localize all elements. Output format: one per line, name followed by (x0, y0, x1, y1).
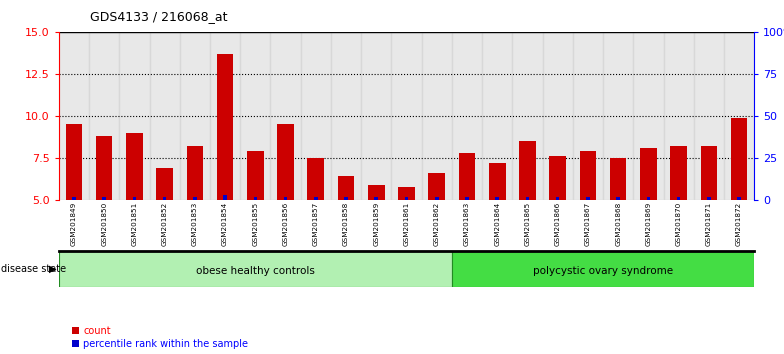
Bar (465, 197, 469, 200)
Bar (512, 32, 543, 200)
Bar (132, 197, 136, 200)
Bar (525, 197, 529, 200)
Bar (301, 32, 331, 200)
Bar (663, 32, 694, 200)
Bar (694, 32, 724, 200)
Bar (405, 197, 408, 200)
Bar (677, 197, 681, 200)
Bar (187, 146, 203, 200)
Bar (89, 32, 119, 200)
Bar (573, 32, 603, 200)
Bar (223, 195, 227, 200)
Bar (344, 197, 348, 200)
Bar (603, 32, 633, 200)
Bar (482, 32, 512, 200)
Bar (707, 197, 710, 200)
Bar (156, 168, 173, 200)
Legend: count, percentile rank within the sample: count, percentile rank within the sample (71, 326, 249, 349)
Bar (459, 153, 475, 200)
Bar (375, 197, 378, 200)
Bar (59, 32, 89, 200)
Text: GDS4133 / 216068_at: GDS4133 / 216068_at (90, 10, 227, 23)
Bar (103, 197, 106, 200)
Bar (579, 151, 596, 200)
Bar (240, 32, 270, 200)
Bar (368, 185, 385, 200)
Bar (217, 54, 234, 200)
Bar (489, 163, 506, 200)
Bar (284, 197, 288, 200)
Bar (398, 187, 415, 200)
Bar (737, 197, 741, 200)
Bar (647, 197, 650, 200)
Bar (119, 32, 150, 200)
Bar (331, 32, 361, 200)
Bar (361, 32, 391, 200)
Bar (701, 146, 717, 200)
Bar (270, 32, 301, 200)
Bar (72, 197, 76, 200)
Bar (193, 197, 197, 200)
Bar (422, 32, 452, 200)
Bar (495, 197, 499, 200)
Bar (616, 197, 620, 200)
Bar (428, 173, 445, 200)
Bar (210, 32, 240, 200)
Bar (126, 133, 143, 200)
Bar (253, 197, 257, 200)
Bar (247, 151, 263, 200)
Text: obese healthy controls: obese healthy controls (196, 266, 314, 276)
Bar (391, 32, 422, 200)
Bar (180, 32, 210, 200)
Bar (150, 32, 180, 200)
Text: ▶: ▶ (49, 264, 57, 274)
Text: polycystic ovary syndrome: polycystic ovary syndrome (533, 266, 673, 276)
Bar (670, 146, 687, 200)
Bar (278, 124, 294, 200)
Bar (543, 32, 573, 200)
Bar (452, 251, 754, 287)
Bar (610, 158, 626, 200)
Bar (519, 141, 535, 200)
Bar (556, 197, 560, 200)
Bar (731, 118, 747, 200)
Bar (59, 251, 452, 287)
Bar (66, 124, 82, 200)
Bar (96, 136, 112, 200)
Bar (550, 156, 566, 200)
Bar (314, 197, 318, 200)
Bar (586, 197, 590, 200)
Bar (163, 197, 166, 200)
Bar (435, 197, 438, 200)
Bar (307, 158, 324, 200)
Text: disease state: disease state (1, 264, 66, 274)
Bar (452, 32, 482, 200)
Bar (640, 148, 657, 200)
Bar (724, 32, 754, 200)
Bar (633, 32, 663, 200)
Bar (338, 176, 354, 200)
